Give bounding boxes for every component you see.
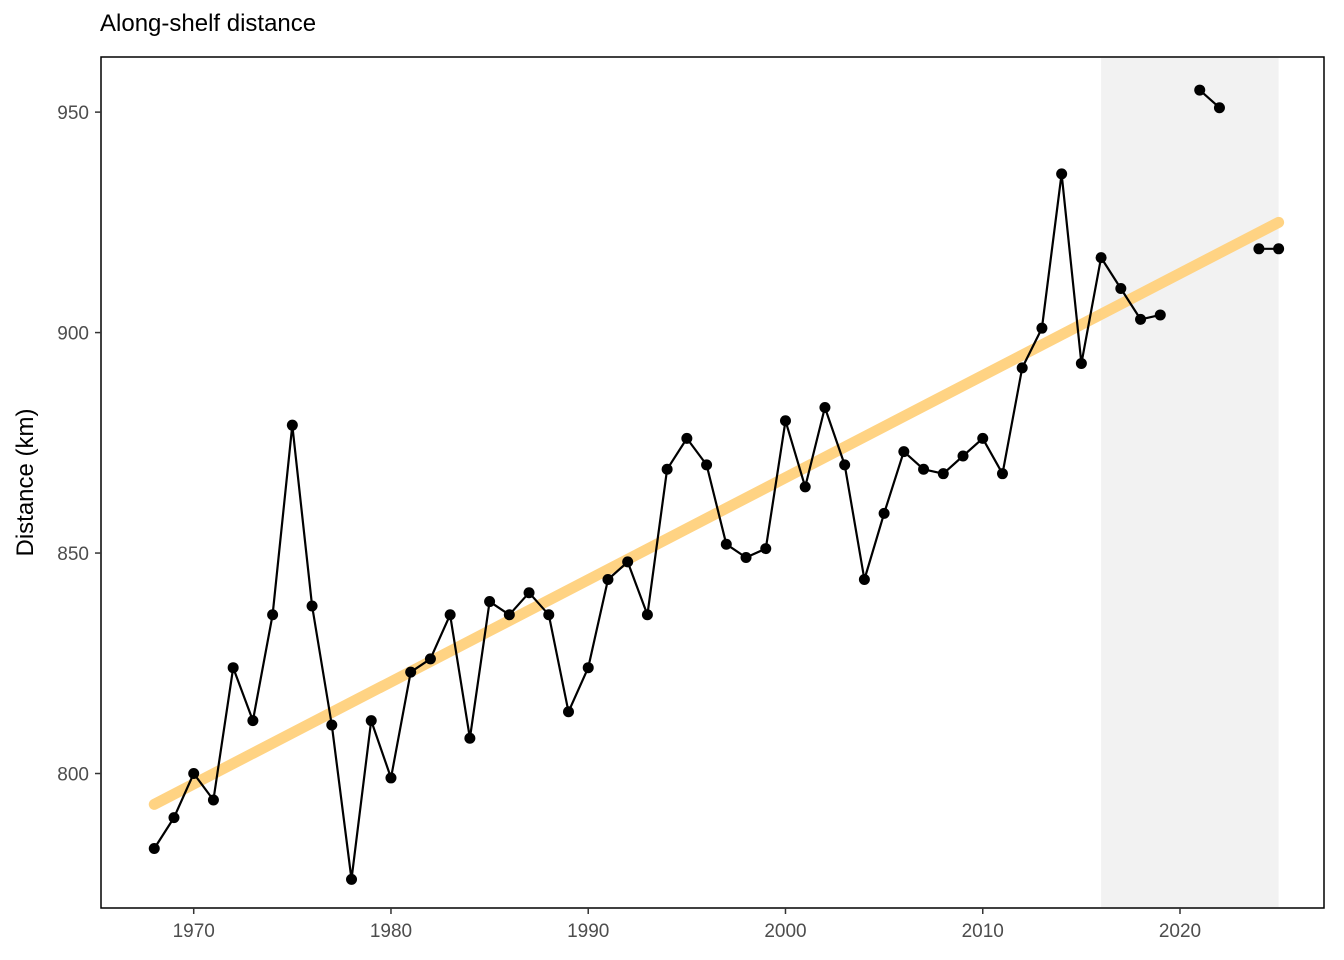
data-point-2017	[1115, 282, 1127, 294]
data-point-2002	[819, 402, 831, 414]
data-point-2003	[839, 459, 851, 471]
chart-title: Along-shelf distance	[100, 10, 317, 37]
x-tick-label-2020: 2020	[1159, 921, 1201, 942]
data-point-1978	[346, 873, 358, 885]
data-point-1990	[582, 662, 594, 674]
data-point-1982	[424, 653, 436, 665]
data-point-1996	[701, 459, 713, 471]
data-point-1984	[464, 732, 476, 744]
x-tick-label-1990: 1990	[567, 921, 609, 942]
data-point-2005	[878, 507, 890, 519]
trend-line	[148, 216, 1285, 810]
data-point-2018	[1135, 313, 1147, 325]
data-point-1993	[641, 609, 653, 621]
data-point-1985	[484, 596, 496, 608]
data-point-1991	[602, 574, 614, 586]
data-point-1988	[543, 609, 555, 621]
y-tick-label-950: 950	[57, 103, 89, 124]
data-point-1979	[365, 715, 377, 727]
shaded-region	[1101, 58, 1279, 907]
data-point-2025	[1273, 243, 1285, 255]
x-tick-label-2010: 2010	[962, 921, 1004, 942]
data-point-2015	[1075, 357, 1087, 369]
data-point-1995	[681, 432, 693, 444]
data-point-1992	[622, 556, 634, 568]
data-point-1980	[385, 772, 397, 784]
data-point-2014	[1056, 168, 1068, 180]
y-tick-label-900: 900	[57, 324, 89, 345]
data-point-2012	[1016, 362, 1028, 374]
data-point-2000	[779, 415, 791, 427]
y-tick-label-850: 850	[57, 544, 89, 565]
data-point-2024	[1253, 243, 1265, 255]
data-point-1970	[188, 768, 200, 780]
data-point-2006	[898, 446, 910, 458]
data-point-1968	[148, 842, 160, 854]
data-point-1975	[286, 419, 298, 431]
data-point-1974	[267, 609, 279, 621]
data-point-2004	[858, 574, 870, 586]
data-point-2016	[1095, 252, 1107, 264]
data-point-1973	[247, 715, 259, 727]
y-axis-title: Distance (km)	[12, 408, 39, 556]
data-point-1994	[661, 463, 673, 475]
y-tick-label-800: 800	[57, 765, 89, 786]
data-point-1971	[207, 794, 219, 806]
data-point-1983	[444, 609, 456, 621]
data-point-1972	[227, 662, 239, 674]
data-point-2013	[1036, 322, 1048, 334]
data-point-1977	[326, 719, 338, 731]
data-point-2007	[918, 463, 930, 475]
data-point-1997	[720, 538, 732, 550]
plot-panel-border	[100, 56, 1325, 909]
data-point-1987	[523, 587, 535, 599]
data-point-1999	[760, 543, 772, 555]
data-point-1976	[306, 600, 318, 612]
data-point-2009	[957, 450, 969, 462]
data-point-2022	[1213, 102, 1225, 114]
x-tick-label-2000: 2000	[764, 921, 806, 942]
data-point-2010	[977, 432, 989, 444]
data-point-2011	[996, 468, 1008, 480]
data-point-2008	[937, 468, 949, 480]
series-line-segment-1	[153, 172, 1161, 881]
x-tick-label-1970: 1970	[173, 921, 215, 942]
data-point-1981	[405, 666, 417, 678]
data-point-2019	[1154, 309, 1166, 321]
x-tick-label-1980: 1980	[370, 921, 412, 942]
data-point-2001	[799, 481, 811, 493]
data-point-1969	[168, 812, 180, 824]
data-point-1998	[740, 551, 752, 563]
data-point-2021	[1194, 84, 1206, 96]
data-point-1989	[563, 706, 575, 718]
data-point-1986	[503, 609, 515, 621]
